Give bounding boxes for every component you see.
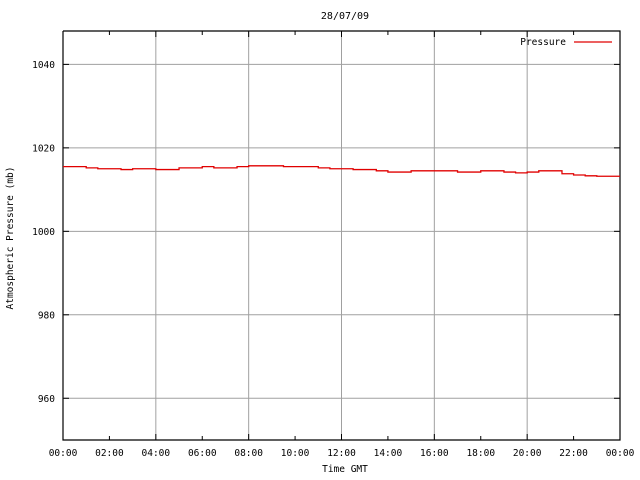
page-title: 28/07/09 <box>321 11 369 22</box>
x-tick-label: 22:00 <box>559 448 588 459</box>
x-tick-label: 10:00 <box>281 448 310 459</box>
x-tick-label: 12:00 <box>327 448 356 459</box>
x-tick-label: 06:00 <box>188 448 217 459</box>
legend: Pressure <box>520 37 612 48</box>
x-tick-label: 00:00 <box>49 448 78 459</box>
x-axis-tick-labels: 00:00 02:00 04:00 06:00 08:00 10:00 12:00 14:00… <box>49 448 635 459</box>
x-tick-label: 16:00 <box>420 448 449 459</box>
x-axis-title: Time GMT <box>322 464 368 475</box>
x-axis-minor-ticks <box>108 31 575 440</box>
y-axis-ticks <box>63 63 620 399</box>
pressure-series-line <box>63 165 620 177</box>
x-tick-label: 08:00 <box>234 448 263 459</box>
y-tick-label: 1000 <box>32 227 55 238</box>
vertical-gridlines <box>155 32 528 439</box>
y-axis-title: Atmospheric Pressure (mb) <box>5 167 16 310</box>
y-tick-label: 960 <box>38 394 55 405</box>
y-tick-label: 980 <box>38 310 55 321</box>
x-tick-label: 00:00 <box>606 448 635 459</box>
x-tick-label: 04:00 <box>142 448 171 459</box>
legend-label-pressure: Pressure <box>520 37 566 48</box>
x-tick-label: 02:00 <box>95 448 124 459</box>
y-tick-label: 1020 <box>32 143 55 154</box>
x-tick-label: 14:00 <box>374 448 403 459</box>
plot-frame <box>62 30 621 441</box>
y-axis-tick-labels: 960 980 1000 1020 1040 <box>32 60 55 405</box>
y-tick-label: 1040 <box>32 60 55 71</box>
x-tick-label: 18:00 <box>466 448 495 459</box>
x-tick-label: 20:00 <box>513 448 542 459</box>
